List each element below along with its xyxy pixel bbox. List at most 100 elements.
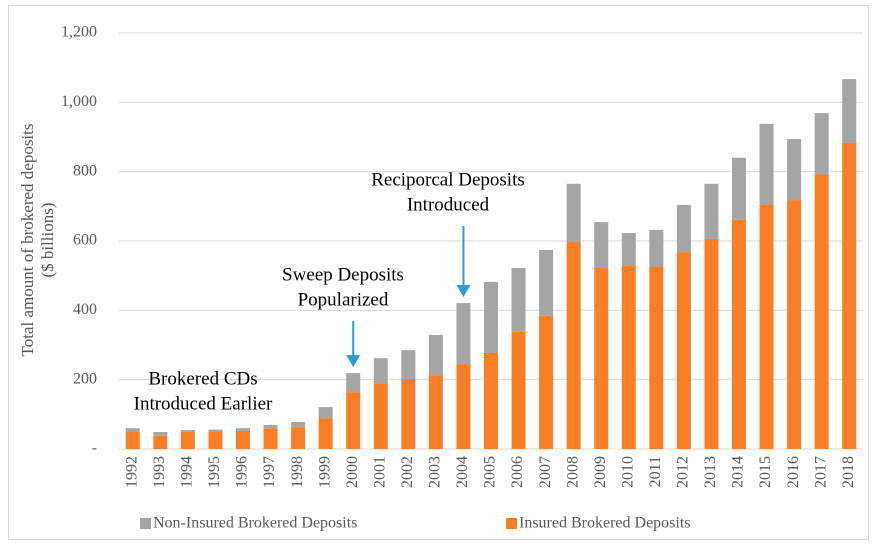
bar	[511, 331, 526, 449]
bar	[318, 418, 333, 449]
bar	[621, 265, 636, 449]
x-tick-label: 2014	[730, 456, 747, 488]
bar	[236, 428, 250, 431]
x-tick-label: 2011	[647, 456, 664, 487]
bar	[511, 268, 526, 332]
bar	[704, 238, 719, 449]
y-axis-label: Total amount of brokered deposits	[18, 124, 37, 357]
bar	[236, 430, 250, 449]
x-tick-label: 2013	[702, 456, 719, 488]
bar	[263, 428, 278, 449]
x-tick-label: 2010	[619, 456, 636, 488]
x-tick-label: 2004	[454, 456, 471, 488]
legend-swatch	[506, 518, 517, 529]
bar	[594, 221, 609, 269]
bar	[787, 139, 802, 201]
annotation: Sweep Deposits	[282, 264, 404, 285]
x-tick-label: 2015	[757, 456, 774, 488]
bar	[401, 378, 416, 449]
annotation: Introduced Earlier	[134, 393, 273, 414]
bar	[180, 432, 195, 449]
x-tick-label: 2000	[344, 456, 361, 488]
bar	[732, 157, 746, 220]
y-tick-label: -	[92, 440, 97, 457]
bar	[456, 364, 471, 449]
bar	[153, 435, 168, 449]
x-tick-label: 2018	[840, 456, 857, 488]
x-tick-label: 1994	[179, 456, 196, 488]
x-tick-label: 1995	[206, 456, 223, 488]
bar	[621, 233, 636, 266]
bar	[346, 373, 361, 393]
arrow-head	[456, 285, 471, 298]
x-tick-label: 1992	[123, 456, 140, 488]
bar	[539, 315, 554, 449]
bar	[153, 432, 168, 436]
legend-label: Insured Brokered Deposits	[519, 515, 691, 532]
x-tick-label: 2017	[812, 456, 829, 488]
bar	[759, 204, 774, 449]
bar	[814, 113, 829, 175]
x-tick-label: 2005	[482, 456, 499, 488]
bar	[456, 303, 471, 365]
x-tick-label: 1996	[234, 456, 251, 488]
bar	[842, 79, 857, 143]
bar	[484, 352, 498, 449]
annotation: Introduced	[407, 194, 490, 215]
y-tick-label: 1,200	[61, 24, 97, 41]
bar	[263, 425, 278, 429]
x-tick-label: 2001	[371, 456, 388, 488]
x-tick-label: 2007	[537, 456, 554, 488]
bar	[125, 428, 140, 433]
y-tick-label: 600	[73, 232, 97, 249]
x-tick-label: 2003	[427, 456, 444, 488]
bar	[208, 432, 223, 449]
bar	[208, 429, 223, 433]
x-tick-label: 2002	[399, 456, 416, 488]
y-tick-label: 200	[73, 370, 97, 387]
y-tick-label: 400	[73, 301, 97, 318]
bar	[180, 429, 195, 433]
bar	[566, 242, 581, 449]
bar	[318, 407, 333, 419]
legend-swatch	[140, 518, 151, 529]
y-tick-label: 800	[73, 162, 97, 179]
x-tick-label: 1993	[151, 456, 168, 488]
bar	[732, 219, 746, 449]
bar	[401, 350, 416, 379]
bar	[428, 375, 443, 449]
bar	[814, 174, 829, 450]
bar	[566, 183, 581, 243]
bar	[373, 383, 388, 449]
arrow-head	[346, 355, 361, 368]
bar	[291, 421, 306, 428]
bar	[539, 250, 554, 316]
bar	[676, 252, 691, 449]
y-axis-label: ($ billions)	[38, 202, 57, 277]
x-tick-label: 2009	[592, 456, 609, 488]
bar	[484, 281, 498, 353]
bar	[649, 267, 664, 449]
bar	[346, 392, 361, 449]
bar	[373, 358, 388, 384]
bar	[428, 334, 443, 376]
bar	[704, 183, 719, 239]
x-tick-label: 2016	[785, 456, 802, 488]
bar	[594, 268, 609, 449]
bar	[842, 142, 857, 450]
annotation: Brokered CDs	[148, 368, 257, 389]
bar	[291, 427, 306, 449]
y-tick-label: 1,000	[61, 93, 97, 110]
x-tick-label: 2012	[675, 456, 692, 488]
x-tick-label: 1999	[316, 456, 333, 488]
bar	[759, 123, 774, 205]
bar	[125, 432, 140, 449]
bar	[676, 204, 691, 253]
bar	[649, 229, 664, 267]
x-tick-label: 1998	[289, 456, 306, 488]
bar	[787, 200, 802, 449]
annotation: Reciporcal Deposits	[371, 169, 525, 190]
x-tick-label: 1997	[261, 456, 278, 488]
annotation: Popularized	[298, 289, 389, 310]
